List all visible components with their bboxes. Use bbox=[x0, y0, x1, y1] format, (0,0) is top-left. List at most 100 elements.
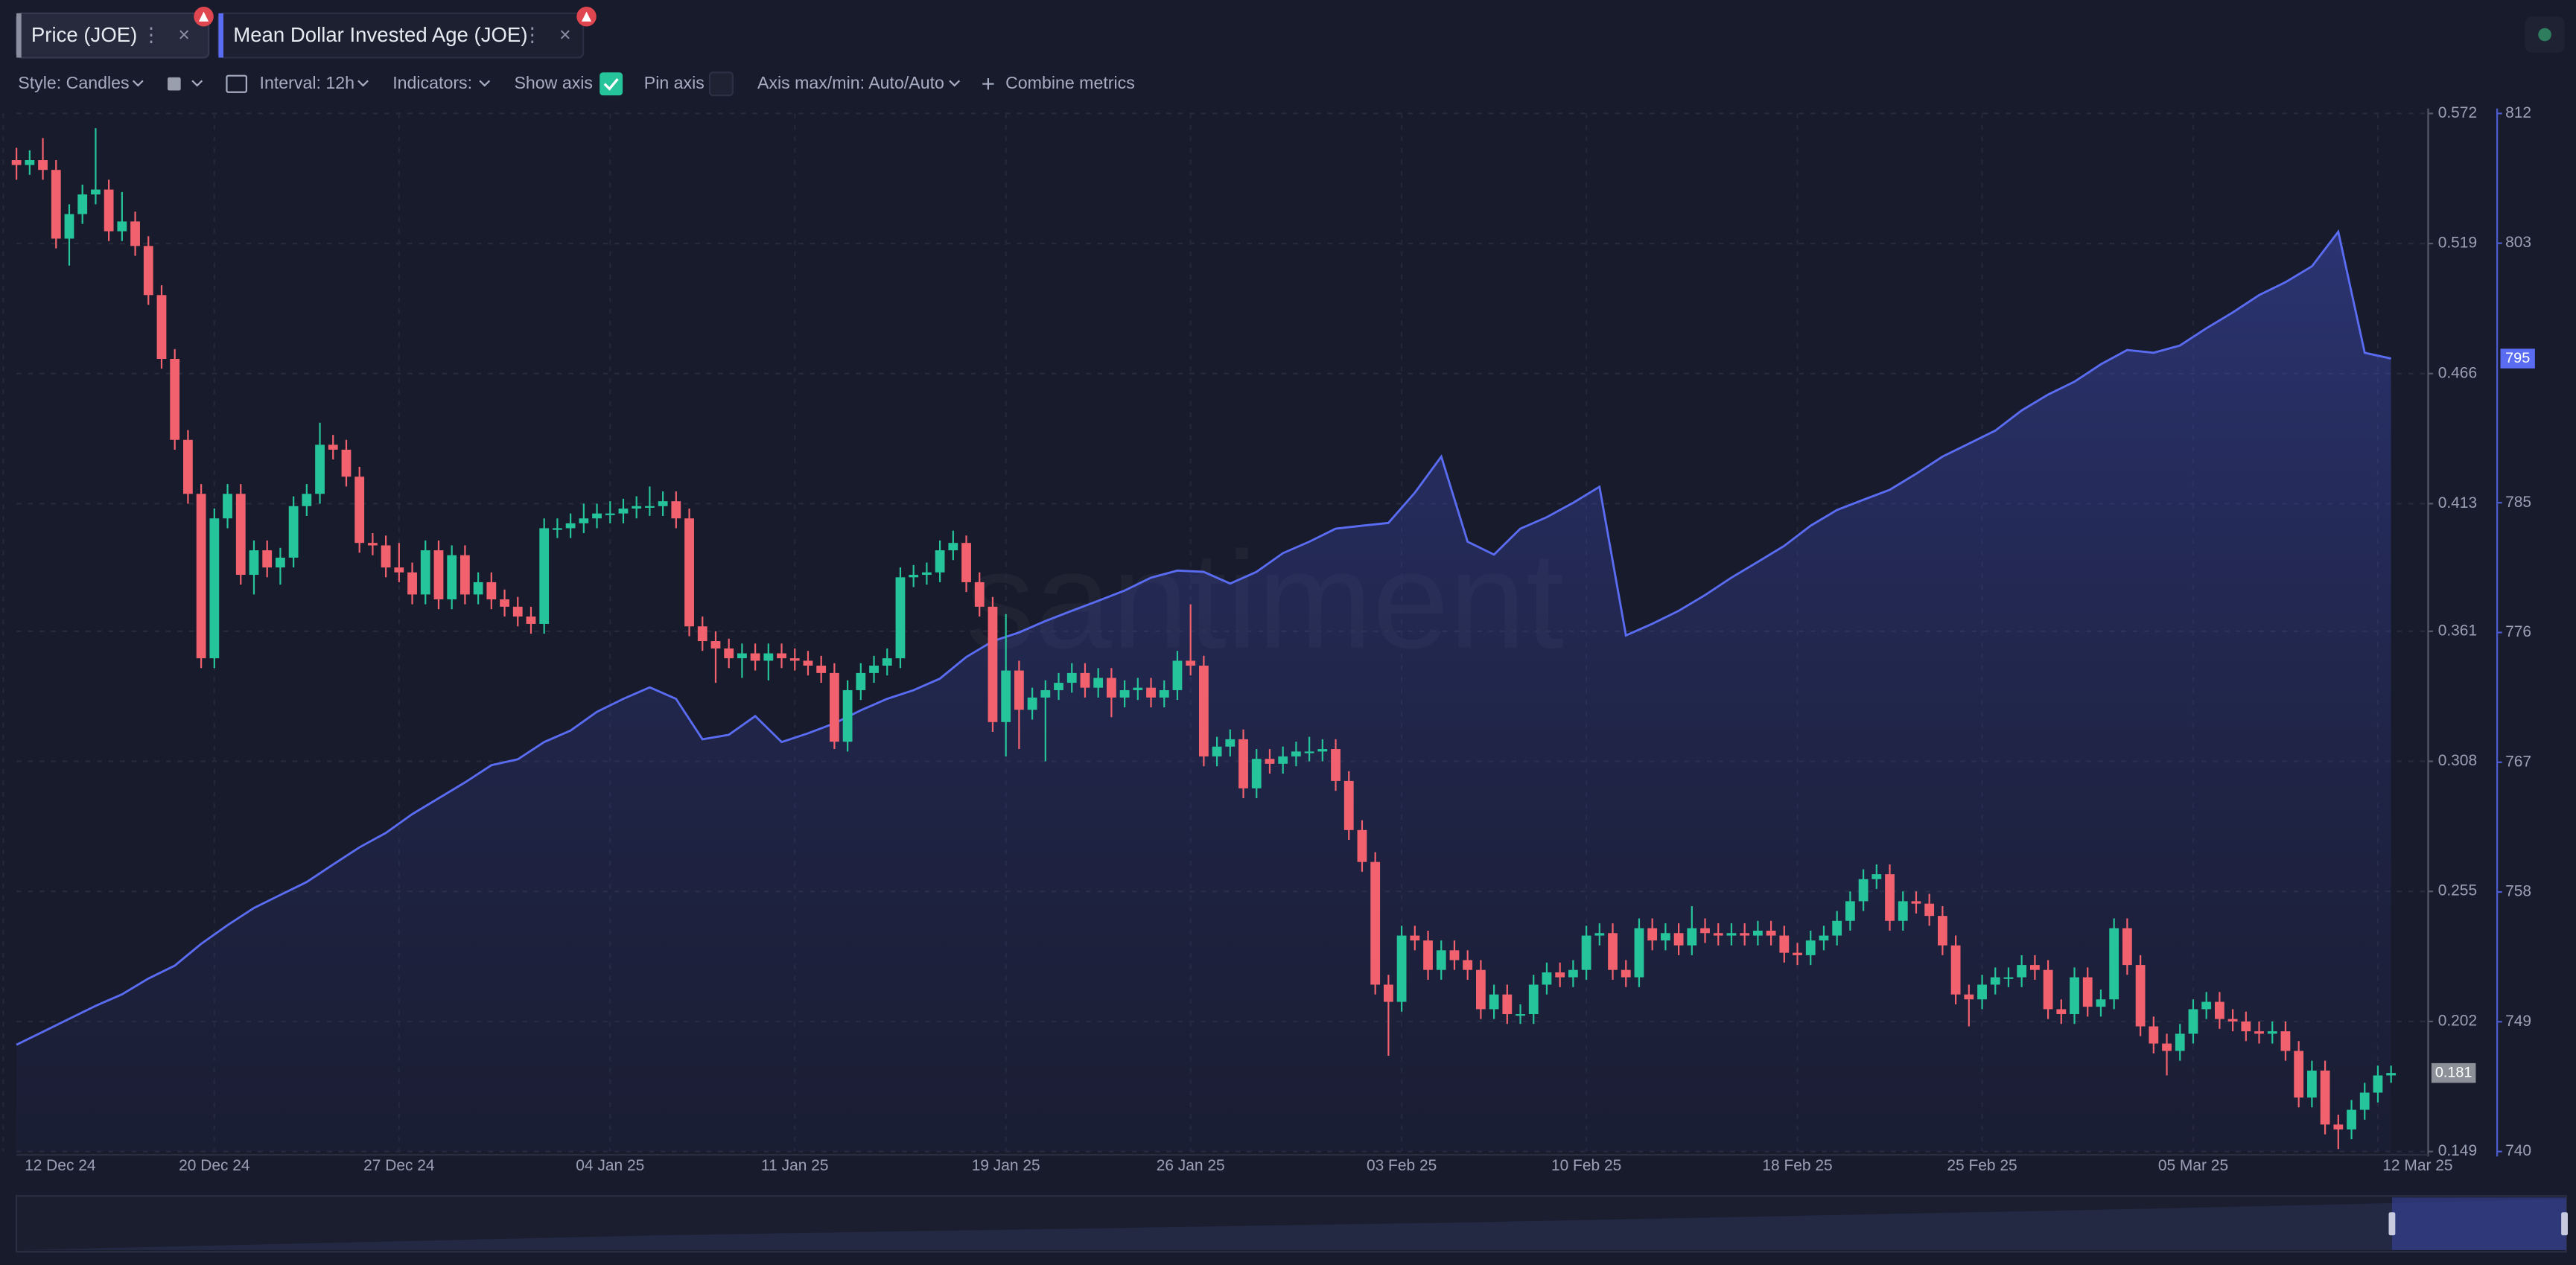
candle-body bbox=[1858, 879, 1869, 902]
indicators-select[interactable]: Indicators: bbox=[392, 73, 472, 92]
candle-body bbox=[11, 160, 22, 165]
candle-body bbox=[565, 523, 576, 529]
candle-body bbox=[539, 528, 550, 624]
tab[interactable]: Mean Dollar Invested Age (JOE) ⋮ × bbox=[217, 7, 597, 59]
x-tick-label: 25 Feb 25 bbox=[1947, 1157, 2017, 1174]
candle-body bbox=[1423, 940, 1433, 970]
x-tick-label: 10 Feb 25 bbox=[1551, 1157, 1621, 1174]
x-tick-label: 12 Dec 24 bbox=[25, 1157, 96, 1174]
y2-tick-label: 758 bbox=[2505, 883, 2531, 900]
candle-body bbox=[895, 577, 906, 659]
candle-body bbox=[1238, 739, 1248, 788]
candle-body bbox=[2267, 1031, 2277, 1034]
candle-body bbox=[1752, 930, 1763, 936]
y-tick-label: 0.413 bbox=[2438, 494, 2477, 512]
candle-body bbox=[1304, 751, 1314, 753]
chevron bbox=[949, 80, 961, 87]
candle-body bbox=[1700, 928, 1710, 934]
tab-accent bbox=[16, 13, 22, 58]
tab-menu[interactable]: ⋮ bbox=[141, 24, 161, 46]
axis-minmax-select[interactable]: Axis max/min: Auto/Auto bbox=[757, 73, 944, 92]
chevron bbox=[357, 80, 369, 87]
pin-axis-label[interactable]: Pin axis bbox=[644, 73, 705, 92]
x-tick-label: 03 Feb 25 bbox=[1367, 1157, 1437, 1174]
candle-body bbox=[737, 653, 747, 659]
x-tick-label: 19 Jan 25 bbox=[972, 1157, 1040, 1174]
tab[interactable]: Price (JOE) ⋮ × bbox=[15, 7, 214, 59]
candle-body bbox=[288, 506, 299, 558]
combine-metrics[interactable]: Combine metrics bbox=[1005, 73, 1135, 92]
candle-body bbox=[104, 189, 114, 232]
tab-menu[interactable]: ⋮ bbox=[523, 24, 542, 46]
candle-body bbox=[2188, 1009, 2198, 1034]
candle-body bbox=[1805, 940, 1816, 955]
candle-body bbox=[183, 439, 193, 494]
checkbox[interactable] bbox=[708, 71, 734, 97]
y2-tick-label: 767 bbox=[2505, 753, 2531, 770]
candle-body bbox=[196, 494, 206, 659]
candle-body bbox=[315, 444, 325, 494]
candle-body bbox=[1911, 901, 1921, 904]
candle-body bbox=[1542, 972, 1552, 985]
candle-body bbox=[1740, 933, 1750, 936]
candle-body bbox=[77, 194, 88, 214]
last-price-label: 0.181 bbox=[2435, 1064, 2472, 1080]
candle-body bbox=[1146, 687, 1156, 698]
settings-button[interactable] bbox=[2525, 16, 2565, 53]
candle-body bbox=[1621, 969, 1631, 978]
tab-close[interactable]: × bbox=[178, 24, 189, 46]
candle-body bbox=[302, 494, 312, 506]
navigator-handle[interactable] bbox=[2388, 1212, 2396, 1236]
y2-tick-label: 785 bbox=[2505, 494, 2531, 511]
candle-body bbox=[909, 575, 919, 578]
candle-body bbox=[2162, 1043, 2172, 1051]
candle-body bbox=[1475, 969, 1486, 1010]
candle-body bbox=[2056, 1009, 2067, 1015]
candle-body bbox=[789, 658, 800, 661]
candle-body bbox=[2254, 1031, 2264, 1034]
navigator-handle[interactable] bbox=[2561, 1212, 2568, 1236]
candle-body bbox=[1528, 984, 1539, 1015]
candle-body bbox=[91, 189, 101, 195]
checkbox-checked[interactable] bbox=[600, 72, 623, 96]
candle-body bbox=[249, 550, 259, 576]
candle-body bbox=[1819, 935, 1829, 941]
candle-body bbox=[1832, 920, 1842, 936]
tab-accent bbox=[218, 13, 224, 58]
candle-body bbox=[1937, 916, 1947, 946]
candle-body bbox=[1885, 874, 1895, 921]
navigator[interactable] bbox=[15, 1195, 2568, 1253]
candle-body bbox=[1119, 689, 1130, 698]
y-tick-label: 0.361 bbox=[2438, 622, 2477, 639]
candle-body bbox=[1331, 749, 1341, 781]
candle-body bbox=[2347, 1109, 2356, 1129]
style-select[interactable]: Style: Candles bbox=[18, 73, 129, 92]
candle-body bbox=[354, 477, 365, 544]
candle-body bbox=[420, 550, 430, 595]
tab-close[interactable]: × bbox=[559, 24, 570, 46]
candle-body bbox=[1950, 945, 1961, 995]
candle-body bbox=[2241, 1021, 2251, 1032]
candle-body bbox=[1186, 660, 1196, 666]
candle-body bbox=[2333, 1124, 2344, 1129]
candle-body bbox=[882, 658, 892, 666]
candle-body bbox=[2029, 965, 2040, 970]
candle-body bbox=[447, 555, 457, 600]
chevron bbox=[191, 80, 203, 87]
show-axis-label[interactable]: Show axis bbox=[514, 73, 593, 92]
candle-body bbox=[592, 513, 602, 519]
candle-body bbox=[209, 518, 220, 659]
candle-body bbox=[830, 672, 839, 742]
candle-body bbox=[1502, 994, 1513, 1015]
y2-tick-label: 812 bbox=[2505, 104, 2531, 121]
candle-body bbox=[512, 606, 523, 617]
color-swatch[interactable] bbox=[168, 77, 181, 91]
candle-body bbox=[777, 653, 786, 659]
interval-select[interactable]: Interval: 12h bbox=[260, 73, 354, 92]
candle-body bbox=[948, 543, 958, 551]
interval-icon bbox=[226, 74, 248, 93]
tab-label: Mean Dollar Invested Age (JOE) bbox=[233, 23, 527, 46]
candle-body bbox=[684, 518, 694, 627]
